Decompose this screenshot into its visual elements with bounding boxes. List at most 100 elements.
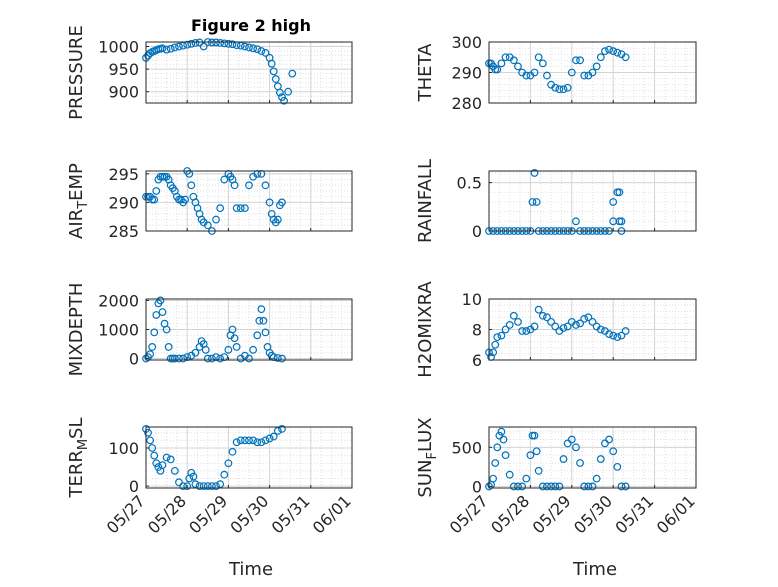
axes-box <box>145 41 353 104</box>
data-point <box>576 56 584 65</box>
data-point <box>232 204 241 213</box>
y-tick-label: 6 <box>472 351 482 370</box>
y-axis-label-segment: H2OMIXRA <box>415 281 436 378</box>
data-point <box>530 431 539 440</box>
y-axis-label-segment: RAINFALL <box>415 159 436 243</box>
y-tick-label: 285 <box>108 222 139 241</box>
data-point <box>617 217 626 226</box>
data-point <box>245 181 253 190</box>
data-point <box>150 195 159 204</box>
data-point <box>617 482 626 491</box>
data-point <box>555 85 564 94</box>
axes-box <box>488 170 697 232</box>
y-axis-label-segment: SL <box>66 417 87 438</box>
data-point <box>501 325 510 334</box>
data-point <box>261 436 270 445</box>
data-point <box>189 472 198 481</box>
data-point <box>509 311 518 320</box>
data-point <box>547 317 555 326</box>
data-point <box>224 459 233 468</box>
y-axis-label: SUNFLUX <box>415 417 440 497</box>
data-point <box>156 296 165 305</box>
data-point <box>580 314 589 323</box>
data-point <box>530 68 539 77</box>
x-tick-label: 05/30 <box>570 491 616 537</box>
y-tick-label: 295 <box>108 165 139 184</box>
axes-box <box>145 170 353 232</box>
data-point <box>228 447 237 456</box>
data-point <box>187 39 196 48</box>
data-point <box>491 459 500 467</box>
data-point <box>509 482 518 491</box>
data-point <box>216 480 225 489</box>
data-point <box>543 313 551 322</box>
data-point <box>534 466 543 475</box>
y-axis-label-subscript: F <box>425 452 440 459</box>
data-point <box>249 44 258 53</box>
y-tick-label: 300 <box>451 33 482 52</box>
y-axis-label-segment: SUN <box>415 460 436 498</box>
data-point <box>216 204 225 213</box>
y-tick-label: 2000 <box>98 291 139 310</box>
data-point <box>216 39 225 47</box>
data-point <box>154 463 163 471</box>
subplot-3: 285 290 295 AIRTEMP <box>66 163 353 241</box>
data-point <box>236 204 245 213</box>
data-point <box>605 435 613 444</box>
data-point <box>203 221 212 230</box>
data-point <box>216 354 225 363</box>
data-point <box>588 317 597 326</box>
data-point <box>150 451 159 460</box>
y-axis-label-subscript: T <box>76 201 91 210</box>
data-point <box>592 62 601 71</box>
y-axis-label: H2OMIXRA <box>415 281 436 378</box>
y-tick-label: 950 <box>108 60 139 79</box>
data-point <box>158 461 167 470</box>
x-axis-label-left: Time <box>228 559 273 580</box>
x-tick-label: 05/29 <box>529 491 575 537</box>
data-point <box>146 436 155 445</box>
data-point <box>162 325 171 334</box>
data-point <box>580 71 589 80</box>
data-point <box>240 204 249 213</box>
data-point <box>232 343 241 351</box>
figure-title: Figure 2 high <box>191 16 311 35</box>
data-point <box>245 436 253 445</box>
data-point <box>240 436 249 445</box>
data-point <box>179 354 187 363</box>
subplot-2: 280 290 300 THETA <box>415 33 697 113</box>
y-axis-label: AIRTEMP <box>66 163 91 239</box>
x-tick-label: 05/27 <box>446 491 492 537</box>
data-point <box>522 71 531 80</box>
data-point <box>240 42 249 51</box>
data-point <box>276 88 284 97</box>
data-point <box>232 438 241 447</box>
y-tick-label: 100 <box>108 439 139 458</box>
data-point <box>499 435 508 444</box>
data-point <box>514 62 522 71</box>
y-axis-label: TERRMSL <box>66 417 91 498</box>
data-point <box>284 87 293 96</box>
data-point <box>166 455 175 464</box>
y-tick-label: 0 <box>129 477 139 496</box>
x-tick-label: 05/28 <box>487 491 533 537</box>
data-point <box>613 462 622 471</box>
data-point <box>563 439 572 448</box>
data-point <box>509 56 518 65</box>
data-point <box>596 325 605 334</box>
data-point <box>257 305 266 314</box>
data-point <box>253 438 262 447</box>
data-point <box>208 354 216 363</box>
data-point <box>267 59 276 68</box>
data-point <box>543 71 551 80</box>
data-point <box>203 482 212 490</box>
data-point <box>572 56 580 65</box>
data-point <box>253 331 262 340</box>
data-point <box>514 482 522 491</box>
data-point <box>170 466 179 475</box>
data-point <box>551 482 560 491</box>
data-point <box>534 305 543 314</box>
data-point <box>158 308 167 316</box>
